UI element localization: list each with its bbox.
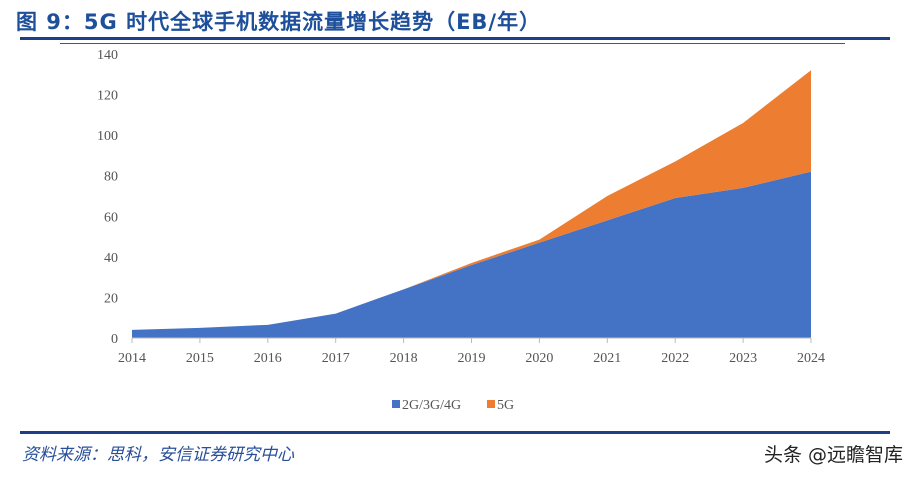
x-tick-label: 2024: [797, 351, 825, 366]
x-tick-label: 2018: [390, 351, 418, 366]
x-tick-label: 2017: [322, 351, 350, 366]
x-tick-label: 2020: [525, 351, 553, 366]
footer-divider: [20, 431, 890, 434]
chart-title: 图 9：5G 时代全球手机数据流量增长趋势（EB/年）: [16, 10, 542, 34]
y-tick-label: 100: [97, 129, 118, 144]
legend-swatch: [392, 400, 400, 408]
legend-swatch: [487, 400, 495, 408]
legend-label: 2G/3G/4G: [402, 398, 461, 413]
x-tick-label: 2022: [661, 351, 689, 366]
y-tick-label: 140: [97, 48, 118, 63]
area-series-0: [132, 171, 811, 338]
y-tick-label: 20: [104, 291, 118, 306]
source-note: 资料来源：思科，安信证券研究中心: [22, 445, 294, 465]
y-tick-label: 120: [97, 89, 118, 104]
legend: 2G/3G/4G 5G: [392, 398, 514, 413]
title-divider: [20, 37, 890, 40]
legend-label: 5G: [497, 398, 514, 413]
watermark: 头条 @远瞻智库: [763, 444, 903, 466]
x-tick-label: 2021: [593, 351, 621, 366]
x-tick-label: 2014: [118, 351, 146, 366]
x-tick-label: 2023: [729, 351, 757, 366]
chart-top-border: [60, 43, 845, 44]
x-tick-label: 2015: [186, 351, 214, 366]
y-tick-label: 60: [104, 210, 118, 225]
x-tick-label: 2016: [254, 351, 282, 366]
y-tick-label: 80: [104, 170, 118, 185]
y-tick-label: 0: [111, 332, 118, 347]
x-tick-label: 2019: [458, 351, 486, 366]
y-tick-label: 40: [104, 251, 118, 266]
